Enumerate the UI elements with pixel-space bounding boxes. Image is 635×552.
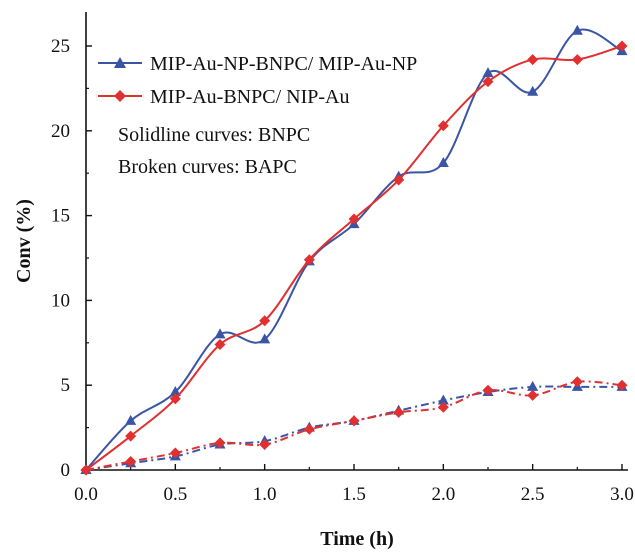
plot-axes	[85, 12, 628, 471]
data-point-triangle	[169, 385, 181, 396]
data-point-triangle	[437, 157, 449, 168]
data-point-diamond	[214, 338, 226, 350]
data-point-diamond	[571, 376, 583, 388]
data-point-triangle	[259, 333, 271, 344]
data-point-triangle	[527, 85, 539, 96]
y-tick-label: 0	[61, 460, 71, 481]
x-tick-label: 2.5	[521, 484, 545, 505]
data-point-diamond	[437, 120, 449, 132]
series-line-2	[85, 45, 623, 471]
annotation-broken: Broken curves: BAPC	[118, 156, 297, 178]
data-point-triangle	[482, 67, 494, 78]
legend-label-1: MIP-Au-NP-BNPC/ MIP-Au-NP	[150, 53, 417, 75]
y-tick-label: 5	[61, 375, 71, 396]
data-point-diamond	[169, 393, 181, 405]
x-tick-label: 0.5	[163, 484, 187, 505]
data-point-diamond	[125, 430, 137, 442]
data-point-diamond	[169, 447, 181, 459]
y-tick-label: 15	[51, 206, 70, 227]
annotation-solid: Solidline curves: BNPC	[118, 124, 310, 146]
data-point-triangle	[571, 24, 583, 35]
y-tick-label: 10	[51, 290, 70, 311]
legend: MIP-Au-NP-BNPC/ MIP-Au-NP MIP-Au-BNPC/ N…	[98, 53, 417, 108]
data-point-diamond	[259, 439, 271, 451]
x-tick-label: 2.0	[431, 484, 455, 505]
x-tick-label: 3.0	[610, 484, 634, 505]
x-ticks: 0.0 0.5 1.0 1.5 2.0 2.5 3.0	[74, 464, 634, 505]
data-point-diamond	[482, 384, 494, 396]
x-axis-title: Time (h)	[320, 528, 394, 550]
data-point-diamond	[259, 315, 271, 327]
data-point-diamond	[303, 254, 315, 266]
data-point-diamond	[393, 174, 405, 186]
data-point-diamond	[482, 76, 494, 88]
y-ticks: 0 5 10 15 20 25	[51, 36, 92, 481]
data-point-diamond	[348, 415, 360, 427]
series-layer	[80, 24, 628, 476]
legend-marker-triangle	[114, 57, 126, 68]
data-point-diamond	[616, 40, 628, 52]
data-point-diamond	[303, 423, 315, 435]
data-point-diamond	[437, 401, 449, 413]
data-point-triangle	[125, 414, 137, 425]
data-point-diamond	[571, 54, 583, 66]
data-point-diamond	[125, 456, 137, 468]
data-point-diamond	[393, 406, 405, 418]
data-point-diamond	[616, 379, 628, 391]
data-point-triangle	[527, 380, 539, 391]
x-tick-label: 1.5	[342, 484, 366, 505]
y-tick-label: 25	[51, 36, 70, 57]
data-point-diamond	[527, 389, 539, 401]
x-tick-label: 0.0	[74, 484, 98, 505]
legend-entry-1: MIP-Au-NP-BNPC/ MIP-Au-NP	[98, 53, 417, 75]
data-point-triangle	[437, 394, 449, 405]
y-tick-label: 20	[51, 121, 70, 142]
legend-entry-2: MIP-Au-BNPC/ NIP-Au	[98, 86, 349, 108]
x-tick-label: 1.0	[253, 484, 277, 505]
legend-marker-diamond	[114, 90, 126, 102]
data-point-diamond	[527, 54, 539, 66]
y-axis-title: Conv (%)	[13, 199, 35, 283]
data-point-diamond	[348, 213, 360, 225]
legend-label-2: MIP-Au-BNPC/ NIP-Au	[150, 86, 349, 108]
data-point-diamond	[80, 464, 92, 476]
data-point-triangle	[214, 328, 226, 339]
data-point-diamond	[214, 437, 226, 449]
